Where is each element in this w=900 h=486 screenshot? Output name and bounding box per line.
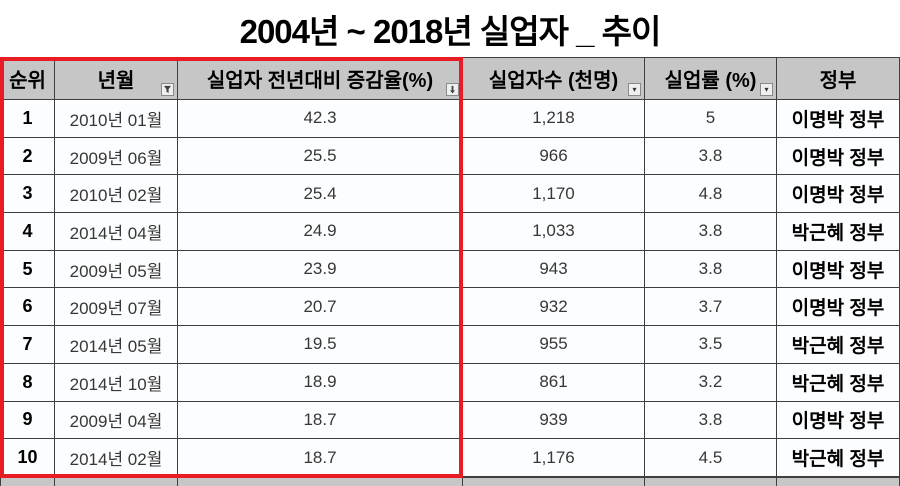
table-row: 8 2014년 10월 18.9 861 3.2 박근혜 정부	[0, 363, 900, 402]
table-cell[interactable]: 24.9	[178, 213, 463, 251]
column-header-government-label: 정부	[819, 70, 857, 92]
table-cell[interactable]: 이명박 정부	[777, 137, 900, 176]
table-cell[interactable]: 이명박 정부	[777, 100, 900, 138]
table-cell[interactable]: 1	[0, 100, 55, 138]
table-cell[interactable]: 955	[463, 326, 645, 364]
table-cell[interactable]: 3.8	[645, 250, 777, 289]
column-header-unemployed-count[interactable]: 실업자수 (천명) ▾	[463, 57, 645, 100]
table-cell[interactable]: 3.8	[645, 401, 777, 440]
table-cell[interactable]: 박근혜 정부	[777, 439, 900, 477]
column-header-government[interactable]: 정부	[777, 57, 900, 100]
table-cell[interactable]: 939	[463, 401, 645, 440]
table-row: 10 2014년 02월 18.7 1,176 4.5 박근혜 정부	[0, 439, 900, 477]
table-cell[interactable]: 2009년 04월	[55, 401, 178, 440]
table-cell[interactable]: 3.5	[645, 326, 777, 364]
table-cell[interactable]: 42.3	[178, 100, 463, 138]
column-header-rank[interactable]: 순위	[0, 57, 55, 100]
table-cell[interactable]: 966	[463, 137, 645, 176]
partial-next-row	[0, 477, 900, 486]
table-cell[interactable]: 4.8	[645, 175, 777, 214]
table-cell[interactable]: 5	[645, 100, 777, 138]
column-header-unemployed-count-label: 실업자수 (천명)	[488, 70, 619, 92]
table-cell[interactable]: 19.5	[178, 326, 463, 364]
table-cell[interactable]: 2009년 07월	[55, 288, 178, 327]
table-cell[interactable]: 861	[463, 363, 645, 402]
table-cell[interactable]: 이명박 정부	[777, 175, 900, 214]
table-cell[interactable]: 1,218	[463, 100, 645, 138]
table-header-row: 순위 년월 실업자 전년대비 증감율(%) 실업자수 (천명) ▾ 실업률 (%…	[0, 57, 900, 100]
table-cell[interactable]: 20.7	[178, 288, 463, 327]
table-cell[interactable]: 2014년 05월	[55, 326, 178, 364]
table-cell[interactable]: 23.9	[178, 250, 463, 289]
table-cell[interactable]: 10	[0, 439, 55, 477]
table-cell[interactable]: 이명박 정부	[777, 401, 900, 440]
table-row: 3 2010년 02월 25.4 1,170 4.8 이명박 정부	[0, 175, 900, 214]
table-cell[interactable]: 박근혜 정부	[777, 363, 900, 402]
funnel-filter-icon[interactable]	[161, 83, 174, 96]
table-cell[interactable]: 이명박 정부	[777, 250, 900, 289]
table-cell[interactable]: 7	[0, 326, 55, 364]
table-cell[interactable]: 1,176	[463, 439, 645, 477]
table-cell[interactable]: 18.7	[178, 401, 463, 440]
dropdown-arrow-icon[interactable]: ▾	[760, 83, 773, 96]
table-cell[interactable]: 이명박 정부	[777, 288, 900, 327]
table-cell[interactable]: 2014년 04월	[55, 213, 178, 251]
table-cell[interactable]: 6	[0, 288, 55, 327]
table-cell[interactable]: 3.8	[645, 137, 777, 176]
table-cell[interactable]: 4	[0, 213, 55, 251]
table-row: 1 2010년 01월 42.3 1,218 5 이명박 정부	[0, 100, 900, 138]
column-header-yearmonth[interactable]: 년월	[55, 57, 178, 100]
sort-descending-icon[interactable]	[446, 83, 459, 96]
table-row: 5 2009년 05월 23.9 943 3.8 이명박 정부	[0, 250, 900, 289]
table-row: 4 2014년 04월 24.9 1,033 3.8 박근혜 정부	[0, 213, 900, 251]
table-cell[interactable]: 2014년 10월	[55, 363, 178, 402]
unemployment-table: 순위 년월 실업자 전년대비 증감율(%) 실업자수 (천명) ▾ 실업률 (%…	[0, 57, 900, 477]
table-cell[interactable]: 3	[0, 175, 55, 214]
table-cell[interactable]: 943	[463, 250, 645, 289]
table-cell[interactable]: 25.5	[178, 137, 463, 176]
table-body: 1 2010년 01월 42.3 1,218 5 이명박 정부 2 2009년 06월 25.5…	[0, 100, 900, 477]
table-cell[interactable]: 2	[0, 137, 55, 176]
table-cell[interactable]: 2010년 02월	[55, 175, 178, 214]
table-cell[interactable]: 2009년 05월	[55, 250, 178, 289]
table-cell[interactable]: 932	[463, 288, 645, 327]
table-cell[interactable]: 18.9	[178, 363, 463, 402]
table-cell[interactable]: 25.4	[178, 175, 463, 214]
column-header-yearmonth-label: 년월	[97, 70, 135, 92]
table-cell[interactable]: 5	[0, 250, 55, 289]
table-row: 6 2009년 07월 20.7 932 3.7 이명박 정부	[0, 288, 900, 327]
table-cell[interactable]: 2014년 02월	[55, 439, 178, 477]
table-cell[interactable]: 9	[0, 401, 55, 440]
table-cell[interactable]: 18.7	[178, 439, 463, 477]
table-cell[interactable]: 4.5	[645, 439, 777, 477]
table-cell[interactable]: 3.8	[645, 213, 777, 251]
table-cell[interactable]: 박근혜 정부	[777, 213, 900, 251]
column-header-rank-label: 순위	[9, 70, 46, 92]
table-cell[interactable]: 1,033	[463, 213, 645, 251]
table-row: 9 2009년 04월 18.7 939 3.8 이명박 정부	[0, 401, 900, 440]
dropdown-arrow-icon[interactable]: ▾	[628, 83, 641, 96]
column-header-unemployment-rate[interactable]: 실업률 (%) ▾	[645, 57, 777, 100]
table-cell[interactable]: 박근혜 정부	[777, 326, 900, 364]
table-cell[interactable]: 3.7	[645, 288, 777, 327]
column-header-unemployment-rate-label: 실업률 (%)	[664, 70, 757, 92]
table-row: 2 2009년 06월 25.5 966 3.8 이명박 정부	[0, 137, 900, 176]
table-cell[interactable]: 1,170	[463, 175, 645, 214]
column-header-yoy-change-label: 실업자 전년대비 증감율(%)	[206, 70, 434, 92]
table-cell[interactable]: 2009년 06월	[55, 137, 178, 176]
table-cell[interactable]: 8	[0, 363, 55, 402]
table-cell[interactable]: 2010년 01월	[55, 100, 178, 138]
page-title: 2004년 ~ 2018년 실업자 _ 추이	[239, 12, 662, 50]
table-cell[interactable]: 3.2	[645, 363, 777, 402]
table-row: 7 2014년 05월 19.5 955 3.5 박근혜 정부	[0, 326, 900, 364]
column-header-yoy-change[interactable]: 실업자 전년대비 증감율(%)	[178, 57, 463, 100]
